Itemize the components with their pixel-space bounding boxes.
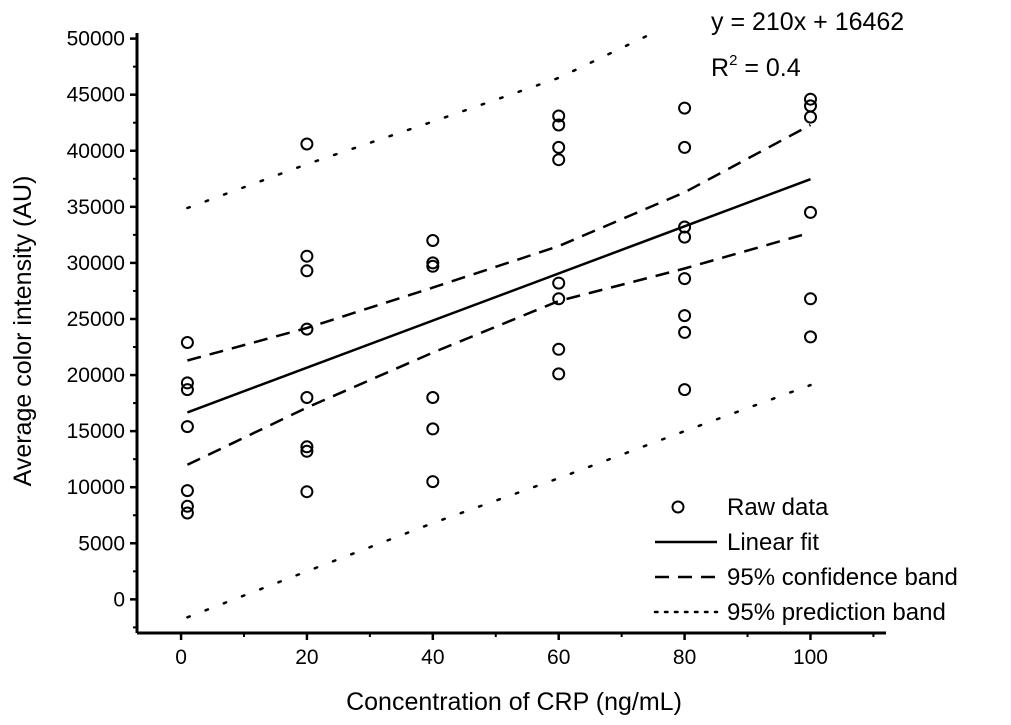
- linear-fit-line: [186, 178, 811, 414]
- raw-data-point: [426, 234, 440, 247]
- y-tick-label: 35000: [67, 196, 125, 219]
- raw-data-point: [180, 484, 194, 498]
- r-squared-text: R2 = 0.4: [711, 52, 801, 82]
- raw-data-point: [300, 137, 314, 151]
- legend-item-prediction-band: 95% prediction band: [653, 599, 946, 626]
- r-squared-prefix: R: [711, 54, 729, 82]
- y-tick-label: 10000: [67, 476, 125, 499]
- raw-data-point: [180, 376, 194, 390]
- y-tick-label: 5000: [78, 532, 125, 555]
- legend-label-linear-fit: Linear fit: [727, 529, 819, 556]
- y-tick-label: 25000: [67, 308, 125, 331]
- r-squared-superscript: 2: [729, 52, 737, 69]
- y-tick-label: 0: [113, 588, 125, 611]
- x-axis-title: Concentration of CRP (ng/mL): [346, 688, 682, 716]
- raw-data-point: [426, 475, 440, 489]
- raw-data-point: [180, 499, 194, 513]
- raw-data-point: [804, 330, 817, 344]
- raw-data-point: [300, 485, 314, 499]
- y-tick-label: 40000: [67, 140, 125, 163]
- raw-data-point: [552, 118, 566, 132]
- raw-data-point: [552, 292, 566, 306]
- raw-data-point: [804, 99, 817, 113]
- r-squared-value: = 0.4: [737, 54, 800, 82]
- legend-item-raw-data: Raw data: [671, 494, 829, 521]
- fit-equation: y = 210x + 16462 R2 = 0.4: [711, 8, 904, 82]
- x-axis-ticks: 0 20 40 60 80 100: [175, 633, 875, 669]
- x-tick-label: 40: [421, 646, 444, 669]
- raw-data-point: [300, 322, 314, 336]
- legend-label-confidence-band: 95% confidence band: [727, 564, 958, 591]
- x-tick-label: 60: [547, 646, 570, 669]
- legend-label-raw-data: Raw data: [727, 494, 829, 521]
- raw-data-point: [300, 264, 314, 278]
- raw-data-point: [426, 391, 440, 404]
- raw-data-point: [552, 109, 566, 123]
- fit-layer: [186, 178, 811, 414]
- legend-label-prediction-band: 95% prediction band: [727, 599, 946, 626]
- raw-data-point: [552, 342, 566, 356]
- x-tick-label: 20: [295, 646, 318, 669]
- bands-layer: [186, 31, 812, 619]
- raw-data-point: [552, 276, 566, 290]
- legend: Raw data Linear fit 95% confidence band …: [653, 494, 958, 626]
- raw-data-point: [300, 249, 314, 263]
- raw-data-point: [426, 422, 440, 436]
- y-tick-label: 15000: [67, 420, 125, 443]
- raw-data-point: [552, 153, 566, 167]
- x-tick-label: 80: [673, 646, 696, 669]
- confidence-band-lower: [186, 231, 811, 466]
- y-tick-label: 45000: [67, 84, 125, 107]
- raw-data-point: [180, 506, 194, 520]
- raw-data-points: [180, 92, 817, 520]
- raw-data-point: [300, 440, 314, 454]
- x-tick-label: 100: [793, 646, 828, 669]
- raw-data-point: [804, 92, 817, 106]
- raw-data-point: [426, 259, 440, 273]
- confidence-band-upper: [187, 123, 812, 362]
- x-tick-label: 0: [175, 646, 187, 669]
- raw-data-point: [678, 325, 692, 339]
- y-tick-label: 50000: [67, 28, 125, 51]
- raw-data-point: [678, 140, 692, 154]
- legend-item-linear-fit: Linear fit: [655, 529, 819, 556]
- prediction-band-upper: [186, 31, 655, 210]
- raw-data-point: [300, 391, 314, 404]
- y-tick-label: 20000: [67, 364, 125, 387]
- legend-item-confidence-band: 95% confidence band: [655, 564, 958, 591]
- equation-text: y = 210x + 16462: [711, 8, 904, 36]
- raw-data-point: [552, 140, 566, 154]
- y-tick-label: 30000: [67, 252, 125, 275]
- raw-data-point: [678, 383, 692, 397]
- legend-marker-circle: [671, 500, 685, 514]
- plot-area: 0 5000 10000 15000 20000 25000 30000 35000 40000…: [67, 28, 886, 669]
- raw-data-point: [552, 367, 566, 381]
- raw-data-point: [678, 101, 692, 115]
- raw-data-point: [804, 110, 817, 124]
- raw-data-point: [300, 444, 314, 458]
- y-axis-ticks: 0 5000 10000 15000 20000 25000 30000 35000 40000…: [67, 28, 137, 629]
- raw-data-point: [180, 383, 194, 397]
- raw-data-point: [678, 309, 692, 323]
- y-axis-title: Average color intensity (AU): [9, 176, 37, 487]
- raw-data-point: [180, 420, 194, 434]
- raw-data-point: [180, 336, 194, 349]
- raw-data-point: [804, 205, 817, 219]
- raw-data-point: [804, 292, 817, 306]
- raw-data-point: [678, 230, 692, 244]
- raw-data-point: [678, 272, 692, 286]
